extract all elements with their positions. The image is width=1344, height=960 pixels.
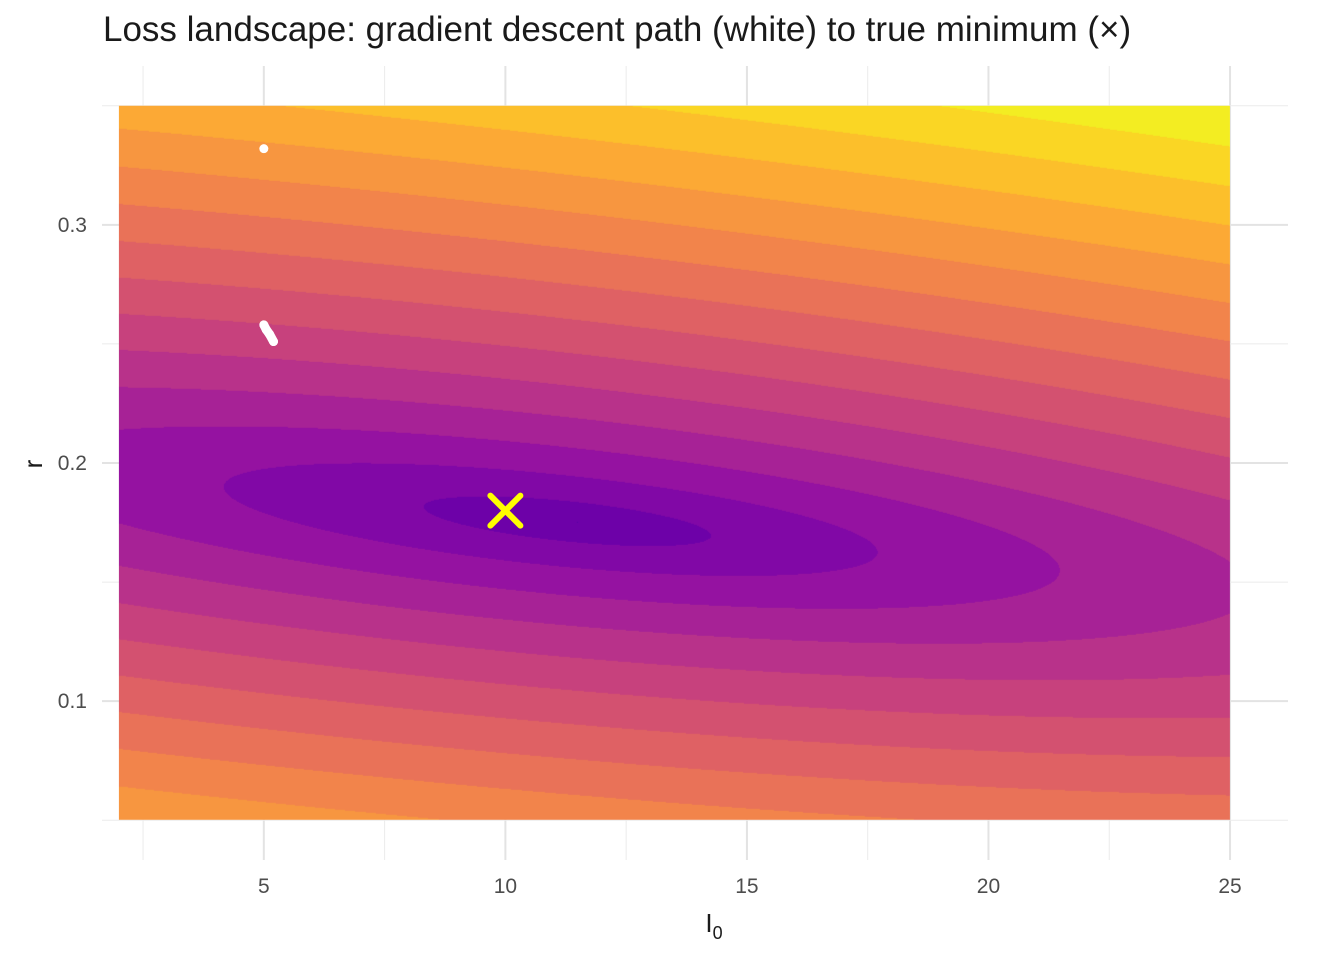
true-minimum-layer: [487, 492, 524, 529]
x-axis-title: I0: [705, 908, 722, 943]
loss-surface: [118, 105, 1230, 820]
gradient-descent-path: [259, 144, 278, 347]
y-tick-label: 0.3: [58, 214, 87, 237]
loss-surface-raster: [118, 105, 1230, 820]
x-axis-title-subscript: 0: [713, 923, 723, 943]
x-tick-label: 5: [258, 875, 270, 898]
gd-path-segment: [265, 329, 278, 347]
y-tick-label: 0.1: [58, 690, 87, 713]
tick-labels: 5 10 15 20 25 0.1 0.2 0.3: [58, 214, 1242, 898]
true-minimum-marker: [487, 492, 524, 529]
chart-title: Loss landscape: gradient descent path (w…: [103, 10, 1132, 49]
x-tick-label: 15: [735, 875, 758, 898]
gd-path-point: [259, 144, 269, 154]
y-tick-label: 0.2: [58, 452, 87, 475]
y-axis-title: r: [18, 459, 48, 468]
marker-stroke: [487, 492, 524, 529]
x-tick-label: 25: [1218, 875, 1241, 898]
x-tick-label: 10: [494, 875, 517, 898]
x-tick-label: 20: [977, 875, 1000, 898]
